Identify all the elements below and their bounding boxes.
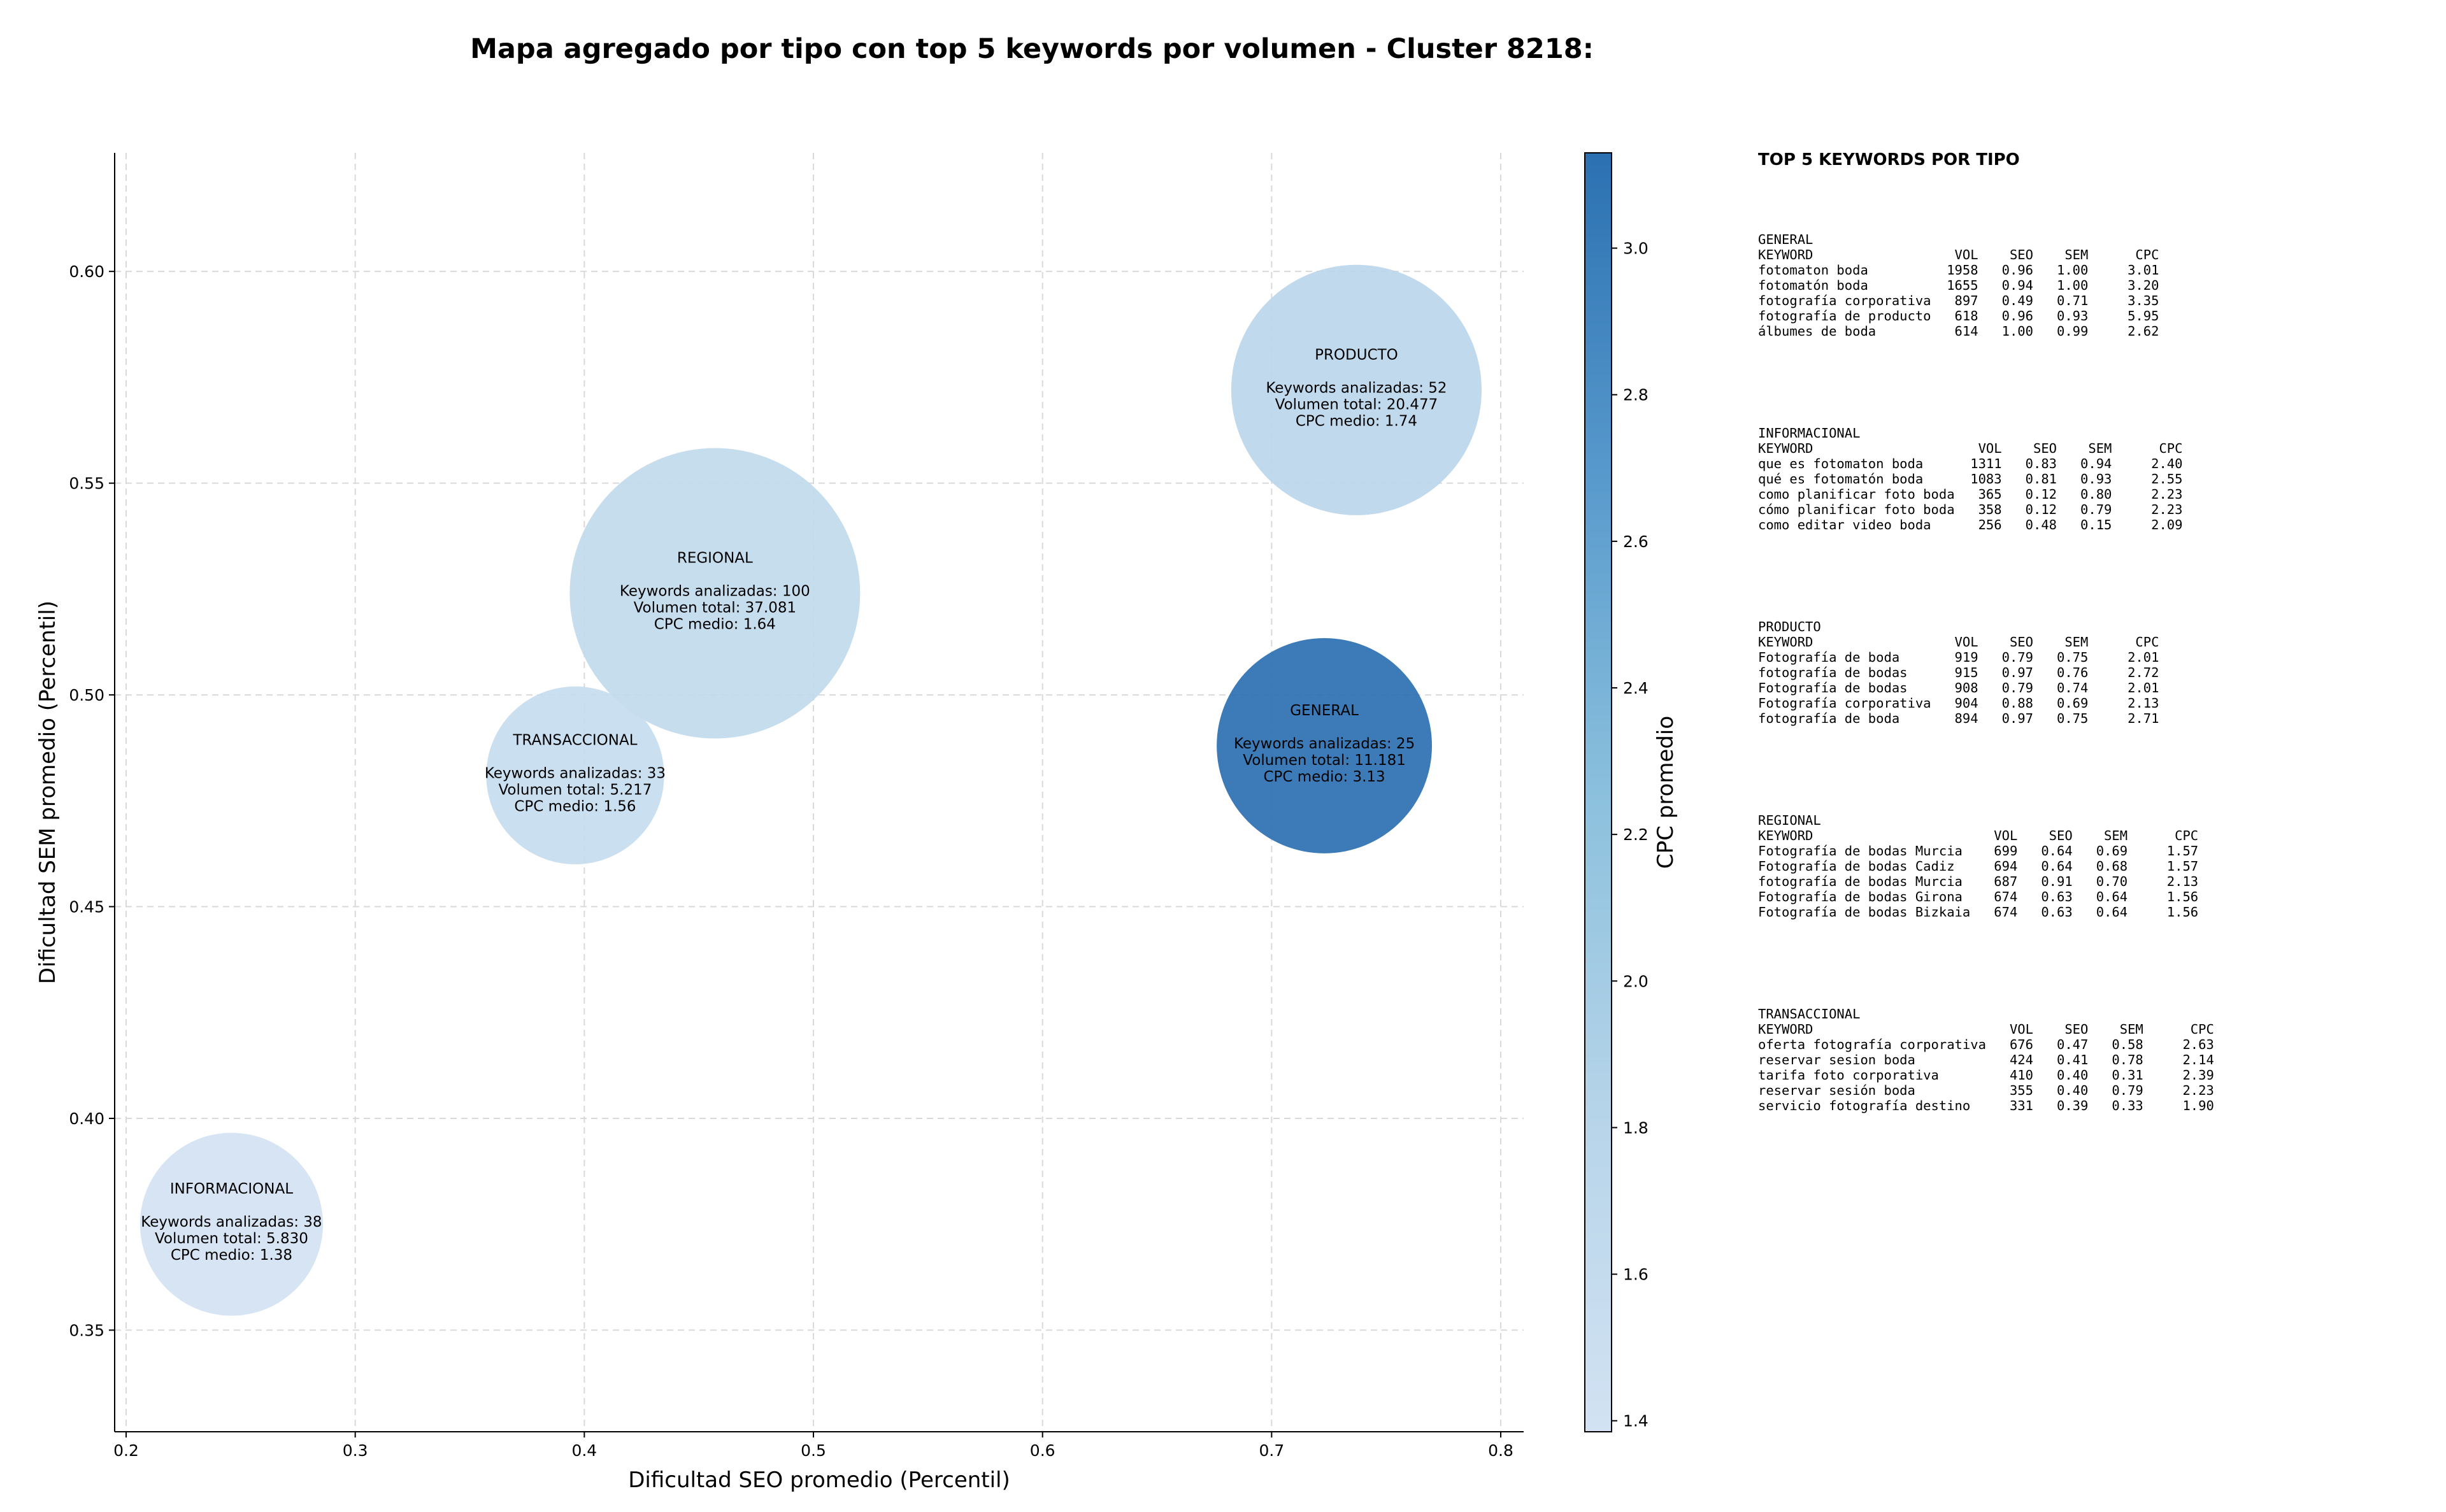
colorbar-tick-label: 2.0 [1623,972,1649,990]
x-tick-label: 0.5 [801,1441,826,1460]
bubble-volume-label: Volumen total: 11.181 [1243,752,1406,769]
keyword-row: cómo planificar foto boda 358 0.12 0.79 … [1758,502,2183,517]
colorbar-tick-label: 2.4 [1623,679,1649,697]
bubble-volume-label: Volumen total: 37.081 [634,599,797,616]
keyword-row: álbumes de boda 614 1.00 0.99 2.62 [1758,324,2159,339]
top-keywords-panel: TOP 5 KEYWORDS POR TIPO GENERAL KEYWORD … [1758,150,2433,1200]
colorbar-tick-label: 1.8 [1623,1118,1649,1137]
keyword-row: como planificar foto boda 365 0.12 0.80 … [1758,487,2183,502]
keyword-row: Fotografía de bodas Bizkaia 674 0.63 0.6… [1758,904,2199,920]
bubble-type-label: TRANSACCIONAL [512,732,637,748]
y-tick-label: 0.35 [69,1321,104,1339]
keyword-row: reservar sesion boda 424 0.41 0.78 2.14 [1758,1052,2214,1067]
keyword-row: fotografía de bodas 915 0.97 0.76 2.72 [1758,665,2159,680]
keyword-row: qué es fotomatón boda 1083 0.81 0.93 2.5… [1758,471,2183,487]
block-header: KEYWORD VOL SEO SEM CPC [1758,1022,2214,1037]
y-tick-label: 0.60 [69,262,104,281]
keyword-row: fotografía corporativa 897 0.49 0.71 3.3… [1758,293,2159,308]
bubble-cpc-label: CPC medio: 1.74 [1296,413,1417,429]
keyword-block-transaccional: TRANSACCIONAL KEYWORD VOL SEO SEM CPC of… [1758,1006,2433,1113]
block-header: KEYWORD VOL SEO SEM CPC [1758,247,2159,262]
keyword-row: tarifa foto corporativa 410 0.40 0.31 2.… [1758,1067,2214,1083]
y-tick-label: 0.45 [69,898,104,916]
x-tick-label: 0.4 [571,1441,597,1460]
colorbar-label: CPC promedio [1653,716,1678,869]
colorbar: 1.4 1.6 1.8 2.0 2.2 2.4 2.6 2.8 3.0 CPC promedio [1584,152,1678,1432]
keyword-row: Fotografía corporativa 904 0.88 0.69 2.1… [1758,695,2159,711]
x-tick-label: 0.2 [113,1441,139,1460]
keyword-row: Fotografía de bodas Girona 674 0.63 0.64… [1758,889,2199,904]
bubble-point [139,1132,324,1316]
y-tick-label: 0.40 [69,1109,104,1128]
colorbar-scale [1584,152,1612,1432]
bubble-keywords-label: Keywords analizadas: 100 [620,583,810,599]
block-type-label: REGIONAL [1758,813,1821,828]
bubble-keywords-label: Keywords analizadas: 25 [1234,736,1415,752]
keyword-block-regional: REGIONAL KEYWORD VOL SEO SEM CPC Fotogra… [1758,813,2433,920]
keyword-row: fotografía de producto 618 0.96 0.93 5.9… [1758,308,2159,324]
colorbar-tick-label: 1.6 [1623,1266,1649,1284]
axes: 0.2 0.3 0.4 0.5 0.6 0.7 0.8 0.35 0.40 0.45 0.50 0.5… [35,153,1524,1493]
x-tick-label: 0.6 [1030,1441,1055,1460]
colorbar-tick-label: 3.0 [1623,239,1649,258]
keyword-row: fotografía de boda 894 0.97 0.75 2.71 [1758,711,2159,726]
bubble-type-label: INFORMACIONAL [170,1181,293,1197]
keyword-block-informacional: INFORMACIONAL KEYWORD VOL SEO SEM CPC qu… [1758,425,2433,532]
keyword-row: Fotografía de bodas Murcia 699 0.64 0.69… [1758,843,2199,859]
block-header: KEYWORD VOL SEO SEM CPC [1758,634,2159,650]
bubble-cpc-label: CPC medio: 1.64 [654,616,776,632]
y-tick-label: 0.50 [69,686,104,704]
keyword-block-general: GENERAL KEYWORD VOL SEO SEM CPC fotomato… [1758,232,2433,339]
bubble-volume-label: Volumen total: 5.830 [155,1230,308,1247]
colorbar-tick-label: 2.6 [1623,532,1649,551]
bubble-keywords-label: Keywords analizadas: 33 [485,765,666,781]
bubble-type-label: REGIONAL [677,550,753,566]
keyword-row: fotomaton boda 1958 0.96 1.00 3.01 [1758,262,2159,278]
bubble-point [1231,264,1482,515]
bubble-cpc-label: CPC medio: 3.13 [1263,769,1385,785]
bubble-volume-label: Volumen total: 20.477 [1275,396,1438,413]
x-tick-label: 0.8 [1488,1441,1513,1460]
block-type-label: PRODUCTO [1758,619,1821,634]
block-header: KEYWORD VOL SEO SEM CPC [1758,828,2199,843]
bubble-keywords-label: Keywords analizadas: 38 [141,1214,322,1230]
bubble-point [569,448,861,739]
bubble-keywords-label: Keywords analizadas: 52 [1266,380,1447,396]
x-tick-label: 0.7 [1259,1441,1284,1460]
keyword-row: fotografía de bodas Murcia 687 0.91 0.70… [1758,874,2199,889]
bubble-cpc-label: CPC medio: 1.38 [171,1247,292,1264]
keyword-row: que es fotomaton boda 1311 0.83 0.94 2.4… [1758,456,2183,471]
bubble-volume-label: Volumen total: 5.217 [498,781,652,798]
block-type-label: INFORMACIONAL [1758,425,1861,441]
keyword-row: como editar video boda 256 0.48 0.15 2.0… [1758,517,2183,532]
keyword-row: oferta fotografía corporativa 676 0.47 0… [1758,1037,2214,1052]
chart-title: Mapa agregado por tipo con top 5 keyword… [470,33,1594,65]
bubble-point [486,686,664,865]
colorbar-tick-label: 2.2 [1623,825,1649,844]
keyword-row: Fotografía de bodas Cadiz 694 0.64 0.68 … [1758,859,2199,874]
bubble-type-label: GENERAL [1290,703,1359,719]
keyword-row: fotomatón boda 1655 0.94 1.00 3.20 [1758,278,2159,293]
colorbar-tick-label: 1.4 [1623,1412,1649,1430]
keyword-row: Fotografía de boda 919 0.79 0.75 2.01 [1758,650,2159,665]
bubble-cpc-label: CPC medio: 1.56 [514,798,636,815]
block-type-label: GENERAL [1758,232,1813,247]
keyword-row: servicio fotografía destino 331 0.39 0.3… [1758,1098,2214,1113]
keyword-row: reservar sesión boda 355 0.40 0.79 2.23 [1758,1083,2214,1098]
block-header: KEYWORD VOL SEO SEM CPC [1758,441,2183,456]
x-axis-label: Dificultad SEO promedio (Percentil) [628,1467,1010,1493]
panel-title: TOP 5 KEYWORDS POR TIPO [1758,150,2020,169]
block-type-label: TRANSACCIONAL [1758,1006,1861,1022]
y-axis-label: Dificultad SEM promedio (Percentil) [35,601,61,984]
colorbar-tick-label: 2.8 [1623,386,1649,404]
x-tick-label: 0.3 [343,1441,368,1460]
bubble-type-label: PRODUCTO [1315,346,1398,363]
keyword-row: Fotografía de bodas 908 0.79 0.74 2.01 [1758,680,2159,695]
bubble-point [1217,638,1433,853]
keyword-block-producto: PRODUCTO KEYWORD VOL SEO SEM CPC Fotogra… [1758,619,2433,726]
y-tick-label: 0.55 [69,474,104,493]
